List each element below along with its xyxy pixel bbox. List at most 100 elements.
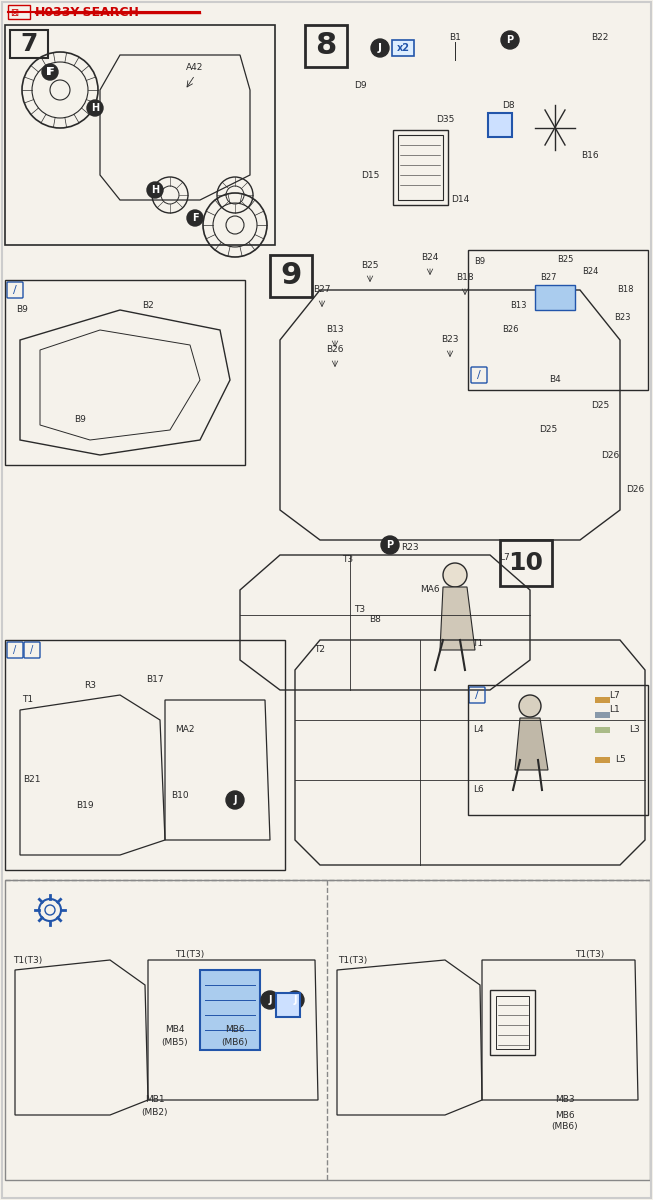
Circle shape	[261, 991, 279, 1009]
Text: (MB6): (MB6)	[221, 1038, 248, 1046]
Text: B23: B23	[614, 313, 630, 323]
Text: 7: 7	[20, 32, 38, 56]
Text: B4: B4	[549, 376, 561, 384]
Text: /: /	[31, 646, 33, 655]
Text: T1(T3): T1(T3)	[338, 955, 368, 965]
Bar	[595, 757, 610, 763]
Text: L6: L6	[473, 786, 483, 794]
Bar	[5, 280, 245, 464]
Text: B10: B10	[171, 791, 189, 799]
Text: B26: B26	[326, 346, 343, 354]
Text: B24: B24	[421, 253, 439, 263]
Text: B1: B1	[449, 34, 461, 42]
Text: MB4: MB4	[165, 1026, 185, 1034]
Text: J: J	[268, 995, 272, 1006]
Text: ⊠: ⊠	[10, 8, 18, 18]
Circle shape	[501, 31, 519, 49]
Bar	[468, 250, 648, 390]
Text: T3: T3	[342, 556, 353, 564]
Text: B22: B22	[592, 34, 609, 42]
Text: MB6: MB6	[555, 1110, 575, 1120]
Text: (MB5): (MB5)	[162, 1038, 188, 1046]
Text: F: F	[46, 67, 54, 77]
FancyBboxPatch shape	[488, 113, 512, 137]
Circle shape	[187, 210, 203, 226]
Text: /: /	[477, 370, 481, 380]
Bar	[270, 254, 312, 296]
Text: x2: x2	[396, 43, 409, 53]
Text: J: J	[378, 43, 382, 53]
Text: B21: B21	[24, 775, 40, 785]
Text: D26: D26	[601, 450, 619, 460]
Text: MB6: MB6	[225, 1026, 245, 1034]
Text: D35: D35	[436, 115, 454, 125]
Text: B13: B13	[326, 325, 344, 335]
Text: MB1: MB1	[145, 1096, 165, 1104]
Text: /: /	[13, 284, 17, 295]
Bar	[393, 130, 448, 205]
Circle shape	[286, 991, 304, 1009]
Circle shape	[87, 100, 103, 116]
Text: 10: 10	[509, 551, 543, 575]
Text: J: J	[233, 794, 237, 805]
Text: B26: B26	[502, 325, 518, 335]
Text: (MB6): (MB6)	[552, 1122, 579, 1132]
Text: P: P	[387, 540, 394, 550]
Bar	[496, 996, 529, 1049]
Bar	[5, 25, 275, 245]
Text: L5: L5	[614, 756, 626, 764]
Bar	[392, 40, 414, 56]
Bar	[595, 712, 610, 718]
Text: B27: B27	[313, 286, 331, 294]
Text: R23: R23	[401, 544, 419, 552]
Text: L1: L1	[610, 706, 620, 714]
Text: 8: 8	[315, 31, 337, 60]
Text: A42: A42	[186, 64, 204, 72]
Text: B19: B19	[76, 800, 94, 810]
Circle shape	[226, 791, 244, 809]
Text: B23: B23	[441, 336, 459, 344]
Text: J: J	[293, 995, 296, 1006]
Text: B18: B18	[616, 286, 633, 294]
Circle shape	[381, 536, 399, 554]
Text: F: F	[46, 67, 54, 77]
Text: /: /	[13, 646, 16, 655]
Bar	[595, 697, 610, 703]
Bar	[468, 685, 648, 815]
Bar	[398, 134, 443, 200]
Text: T2: T2	[315, 646, 325, 654]
Text: L7: L7	[610, 690, 620, 700]
Text: T1: T1	[472, 638, 484, 648]
Text: D25: D25	[591, 401, 609, 409]
Bar	[5, 640, 285, 870]
Text: R3: R3	[84, 680, 96, 690]
Polygon shape	[440, 587, 475, 650]
Circle shape	[371, 38, 389, 56]
Text: B9: B9	[475, 258, 486, 266]
Text: 9: 9	[280, 262, 302, 290]
Bar	[595, 727, 610, 733]
Circle shape	[42, 64, 58, 80]
Text: H033Y-SEARCH: H033Y-SEARCH	[35, 6, 140, 19]
Bar	[5, 880, 650, 1180]
Text: B17: B17	[146, 676, 164, 684]
Circle shape	[147, 182, 163, 198]
Text: B27: B27	[540, 274, 556, 282]
Text: T1(T3): T1(T3)	[575, 950, 605, 960]
Bar	[8, 5, 30, 19]
Text: P: P	[507, 35, 513, 44]
Text: MB3: MB3	[555, 1096, 575, 1104]
Text: T1: T1	[22, 696, 33, 704]
Text: D14: D14	[451, 196, 469, 204]
Text: B16: B16	[581, 150, 599, 160]
Polygon shape	[515, 718, 548, 770]
Text: F: F	[192, 214, 199, 223]
Text: B2: B2	[142, 300, 154, 310]
Text: B9: B9	[16, 306, 28, 314]
Text: MA2: MA2	[175, 726, 195, 734]
Text: (MB2): (MB2)	[142, 1108, 168, 1116]
Text: MA6: MA6	[420, 586, 440, 594]
Bar	[500, 540, 552, 586]
Text: D15: D15	[361, 170, 379, 180]
Bar	[10, 30, 48, 58]
